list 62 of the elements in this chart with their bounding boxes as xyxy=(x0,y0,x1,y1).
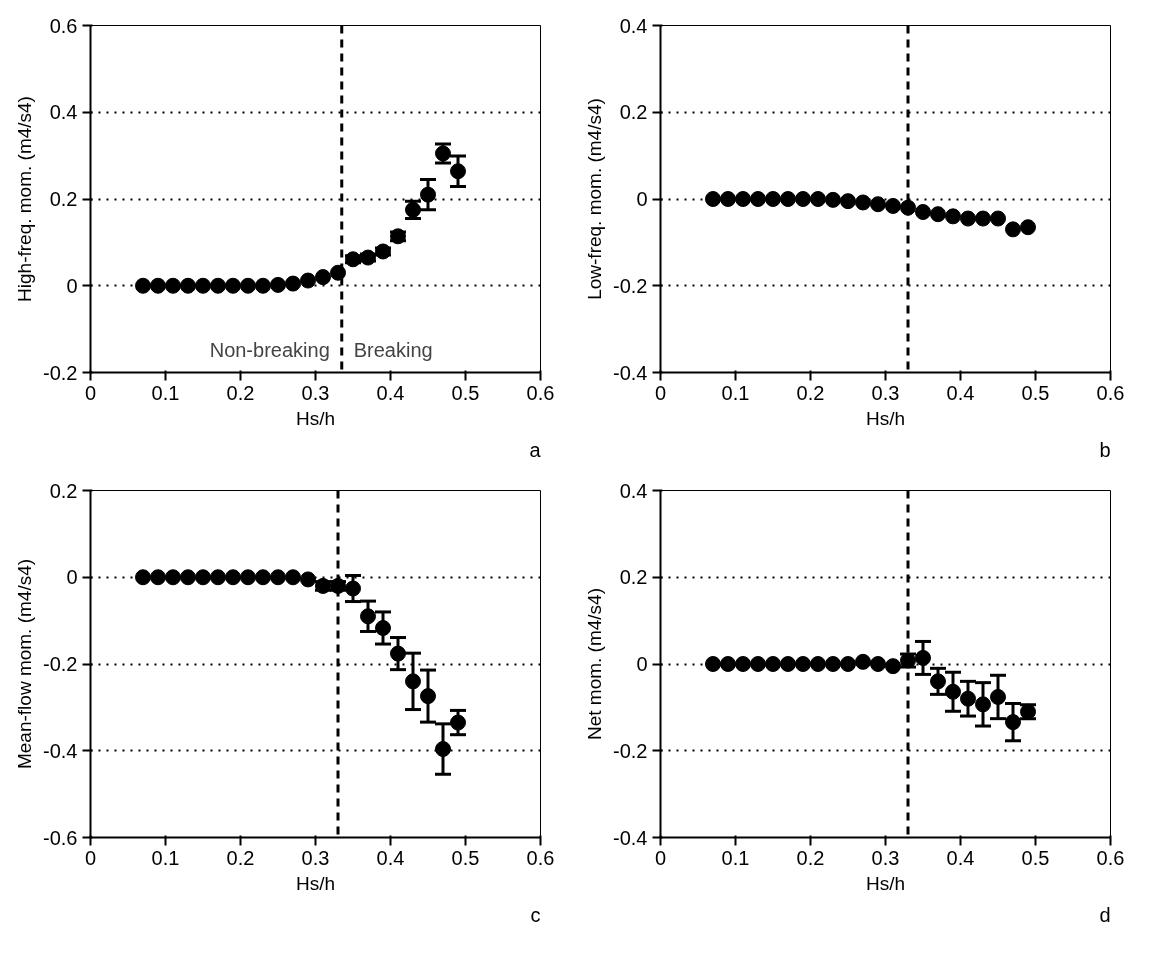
x-tick-label: 0.4 xyxy=(376,381,405,404)
y-tick-label: -0.2 xyxy=(43,653,78,675)
y-tick-label: 0 xyxy=(66,566,78,589)
annotation: Breaking xyxy=(353,338,433,361)
y-axis-title: Low-freq. mom. (m4/s4) xyxy=(584,98,606,300)
y-tick-label: 0.4 xyxy=(49,101,78,124)
x-axis-title: Hs/h xyxy=(295,872,336,894)
y-tick-label: 0 xyxy=(636,188,648,210)
x-tick-label: 0 xyxy=(84,381,97,404)
x-tick-label: 0.5 xyxy=(1021,846,1050,869)
x-tick-label: 0.3 xyxy=(301,846,330,869)
y-tick-label: -0.4 xyxy=(43,739,78,762)
x-tick-label: 0.6 xyxy=(526,381,555,404)
y-tick-label: -0.2 xyxy=(613,274,648,297)
x-tick-label: 0 xyxy=(84,846,97,869)
x-tick-label: 0.3 xyxy=(301,381,330,404)
x-tick-label: 0.1 xyxy=(151,381,180,404)
x-tick-label: 0.1 xyxy=(151,846,180,869)
x-tick-label: 0.2 xyxy=(226,381,255,404)
y-tick-label: -0.2 xyxy=(43,361,78,384)
y-tick-label: 0.2 xyxy=(49,188,78,210)
x-tick-label: 0.4 xyxy=(946,381,975,404)
y-tick-label: -0.4 xyxy=(613,361,648,384)
annotation: Non-breaking xyxy=(209,338,330,361)
x-tick-label: 0.4 xyxy=(376,846,405,869)
y-tick-label: 0.2 xyxy=(619,101,648,124)
x-tick-label: 0.2 xyxy=(796,381,825,404)
y-tick-label: 0.4 xyxy=(619,479,648,502)
text: b xyxy=(1099,438,1111,461)
y-tick-label: 0 xyxy=(636,653,648,675)
x-tick-label: 0.6 xyxy=(1096,846,1125,869)
x-tick-label: 0.6 xyxy=(1096,381,1125,404)
x-tick-label: 0 xyxy=(654,381,667,404)
x-tick-label: 0.5 xyxy=(451,846,480,869)
y-tick-label: 0.6 xyxy=(49,14,78,37)
x-axis-title: Hs/h xyxy=(865,872,906,894)
y-tick-label: 0 xyxy=(66,274,78,297)
text: c xyxy=(530,903,541,926)
x-tick-label: 0.4 xyxy=(946,846,975,869)
x-tick-label: 0.2 xyxy=(226,846,255,869)
y-tick-label: -0.6 xyxy=(43,826,78,849)
x-tick-label: 0.1 xyxy=(721,846,750,869)
x-axis-title: Hs/h xyxy=(295,407,336,429)
x-tick-label: 0.2 xyxy=(796,846,825,869)
x-tick-label: 0.3 xyxy=(871,846,900,869)
text: d xyxy=(1099,903,1111,926)
x-axis-title: Hs/h xyxy=(865,407,906,429)
text: a xyxy=(529,438,542,461)
y-tick-label: -0.2 xyxy=(613,739,648,762)
x-tick-label: 0.6 xyxy=(526,846,555,869)
y-tick-label: 0.2 xyxy=(619,566,648,589)
y-tick-label: 0.4 xyxy=(619,14,648,37)
x-tick-label: 0.5 xyxy=(451,381,480,404)
y-axis-title: Mean-flow mom. (m4/s4) xyxy=(14,558,36,770)
x-tick-label: 0.3 xyxy=(871,381,900,404)
x-tick-label: 0 xyxy=(654,846,667,869)
y-tick-label: 0.2 xyxy=(49,479,78,502)
y-axis-title: Net mom. (m4/s4) xyxy=(584,587,606,741)
x-tick-label: 0.1 xyxy=(721,381,750,404)
x-tick-label: 0.5 xyxy=(1021,381,1050,404)
y-tick-label: -0.4 xyxy=(613,826,648,849)
y-axis-title: High-freq. mom. (m4/s4) xyxy=(14,96,36,302)
